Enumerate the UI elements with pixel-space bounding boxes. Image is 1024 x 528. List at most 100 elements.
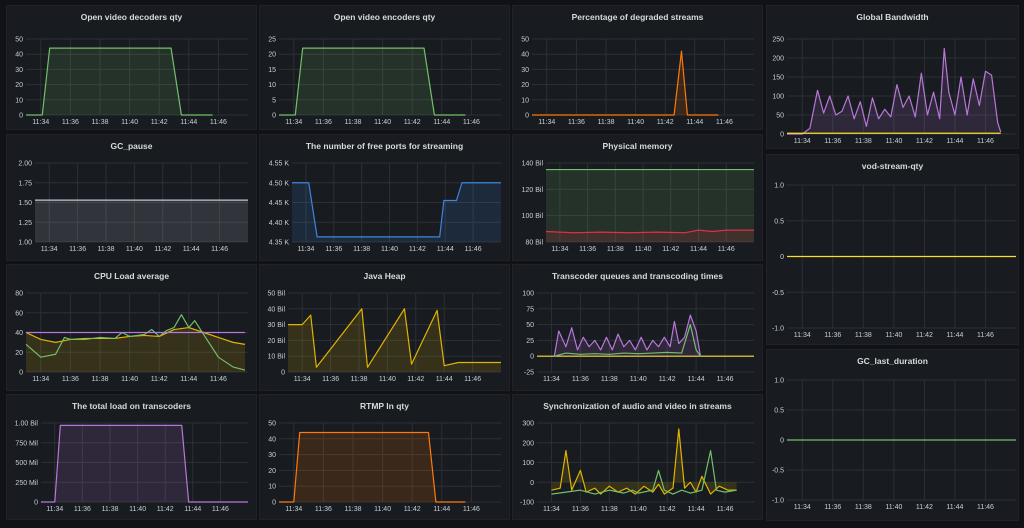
panel-decoders[interactable]: Open video decoders qty 0 10 20 30 40 50 11:34… — [6, 5, 257, 130]
series-area — [41, 425, 248, 502]
chart-plot: -100 0 100 200 300 11:34 11:36 11:38 11:40 11:42 1… — [520, 421, 754, 513]
series-line — [545, 229, 754, 234]
panel-encoders[interactable]: Open video encoders qty 0 5 10 15 20 25 11:34 1… — [259, 5, 510, 130]
y-tick-label: 20 — [521, 82, 529, 89]
series-line — [532, 50, 719, 116]
x-tick-label: 11:40 — [379, 376, 396, 383]
y-tick-label: 2.00 — [18, 161, 32, 168]
x-tick-label: 11:34 — [41, 246, 58, 253]
panel-rtmp-in[interactable]: RTMP In qty 0 10 20 30 40 50 11:34 11:36 11:38 11… — [259, 394, 510, 520]
y-tick-label: 5 — [272, 97, 276, 104]
x-tick-label: 11:38 — [92, 376, 109, 383]
x-tick-label: 11:34 — [285, 506, 302, 513]
x-tick-label: 11:38 — [607, 246, 624, 253]
x-tick-label: 11:34 — [32, 119, 49, 126]
x-tick-label: 11:44 — [690, 246, 707, 253]
panel-transcoder-load[interactable]: The total load on transcoders 0 250 Mil 50… — [6, 394, 257, 520]
panel-title: GC_pause — [110, 141, 153, 151]
x-tick-label: 11:36 — [824, 138, 841, 145]
chart-plot: 4.35 K 4.40 K 4.45 K 4.50 K 4.55 K 11:34 11:36… — [269, 161, 501, 253]
series-line — [26, 47, 213, 116]
panel-cpu-load[interactable]: CPU Load average 0 20 40 60 80 11:34 11:36 11:3… — [6, 264, 257, 391]
y-tick-label: -0.5 — [772, 468, 784, 475]
series-area — [35, 200, 248, 242]
panel-java-heap[interactable]: Java Heap 0 10 Bil 20 Bil 30 Bil 40 Bil 50 Bi… — [259, 264, 510, 391]
x-tick-label: 11:34 — [543, 506, 560, 513]
x-tick-label: 11:44 — [436, 376, 453, 383]
series-area — [26, 48, 213, 116]
x-tick-label: 11:36 — [322, 376, 339, 383]
panel-av-sync[interactable]: Synchronization of audio and video in st… — [512, 394, 763, 520]
panel-physical-memory[interactable]: Physical memory 80 Bil 100 Bil 120 Bil 140 … — [512, 134, 763, 261]
series-area — [546, 230, 754, 242]
x-tick-label: 11:34 — [794, 504, 811, 511]
panel-gc-pause[interactable]: GC_pause 1.00 1.25 1.50 1.75 2.00 11:34 11:36 1… — [6, 134, 257, 261]
series-line — [553, 314, 702, 357]
y-tick-label: -100 — [520, 500, 534, 507]
y-tick-label: 1.50 — [18, 200, 32, 207]
y-tick-label: 30 — [521, 67, 529, 74]
y-tick-label: 30 — [268, 452, 276, 459]
panel-vod-stream-qty[interactable]: vod-stream-qty -1.0 -0.5 0 0.5 1.0 11:34 11:36… — [766, 154, 1019, 345]
y-tick-label: 40 Bil — [267, 306, 285, 313]
y-tick-label: 50 — [521, 37, 529, 44]
x-tick-label: 11:36 — [572, 376, 589, 383]
panel-free-ports[interactable]: The number of free ports for streaming 4… — [259, 134, 510, 261]
y-tick-label: 40 — [268, 436, 276, 443]
panel-transcoder-queues[interactable]: Transcoder queues and transcoding times … — [512, 264, 763, 391]
series-area — [551, 428, 737, 495]
x-tick-label: 11:44 — [180, 119, 197, 126]
x-tick-label: 11:36 — [824, 504, 841, 511]
series-area — [288, 308, 501, 372]
panel-title: Java Heap — [363, 271, 406, 281]
y-tick-label: 10 — [15, 97, 23, 104]
y-tick-label: 120 Bil — [522, 187, 544, 194]
x-tick-label: 11:34 — [543, 376, 560, 383]
panel-global-bandwidth[interactable]: Global Bandwidth 0 50 100 150 200 250 11:34 11:… — [766, 5, 1019, 149]
y-tick-label: 30 — [15, 67, 23, 74]
x-tick-label: 11:40 — [885, 504, 902, 511]
x-tick-label: 11:40 — [121, 119, 138, 126]
panel-title: Percentage of degraded streams — [571, 12, 704, 22]
x-tick-label: 11:46 — [717, 506, 734, 513]
y-tick-label: 40 — [521, 52, 529, 59]
chart-plot: 0 10 20 30 40 50 11:34 11:36 11:38 11:40 11:42 11:4… — [15, 37, 248, 126]
y-tick-label: -1.0 — [772, 326, 784, 333]
x-tick-label: 11:34 — [794, 332, 811, 339]
y-tick-label: 20 Bil — [267, 338, 285, 345]
x-tick-label: 11:40 — [635, 246, 652, 253]
series-area — [532, 51, 719, 115]
panel-title: The number of free ports for streaming — [305, 141, 464, 151]
x-tick-label: 11:38 — [345, 506, 362, 513]
panel-title: RTMP In qty — [360, 401, 409, 411]
chart-plot: 80 Bil 100 Bil 120 Bil 140 Bil 11:34 11:36 11:… — [522, 161, 754, 253]
y-tick-label: 0 — [780, 254, 784, 261]
x-tick-label: 11:42 — [659, 376, 676, 383]
panel-gc-last-duration[interactable]: GC_last_duration -1.0 -0.5 0 0.5 1.0 11:34 11:… — [766, 349, 1019, 521]
y-tick-label: 10 Bil — [267, 354, 285, 361]
y-tick-label: 0.5 — [774, 218, 784, 225]
x-tick-label: 11:36 — [315, 119, 332, 126]
y-tick-label: 4.40 K — [269, 220, 290, 227]
x-tick-label: 11:36 — [579, 246, 596, 253]
y-tick-label: 1.25 — [18, 220, 32, 227]
x-tick-label: 11:44 — [688, 506, 705, 513]
chart-plot: -1.0 -0.5 0 0.5 1.0 11:34 11:36 11:38 11:40 11:42… — [772, 183, 1016, 339]
x-tick-label: 11:46 — [210, 119, 227, 126]
panel-degraded-streams[interactable]: Percentage of degraded streams 0 10 20 30 40… — [512, 5, 763, 130]
chart-plot: -1.0 -0.5 0 0.5 1.0 11:34 11:36 11:38 11:40 11:42… — [772, 378, 1016, 511]
x-tick-label: 11:38 — [351, 376, 368, 383]
y-tick-label: 50 — [776, 113, 784, 120]
x-tick-label: 11:40 — [129, 506, 146, 513]
x-tick-label: 11:36 — [69, 246, 86, 253]
x-tick-label: 11:40 — [630, 376, 647, 383]
x-tick-label: 11:42 — [151, 376, 168, 383]
x-tick-label: 11:36 — [568, 119, 585, 126]
x-tick-label: 11:42 — [659, 506, 676, 513]
chart-plot: 0 5 10 15 20 25 11:34 11:36 11:38 11:40 11:42 11:44… — [268, 37, 501, 126]
y-tick-label: 250 Mil — [15, 480, 38, 487]
x-tick-label: 11:42 — [157, 506, 174, 513]
y-tick-label: 0 — [530, 480, 534, 487]
y-tick-label: 50 — [15, 37, 23, 44]
